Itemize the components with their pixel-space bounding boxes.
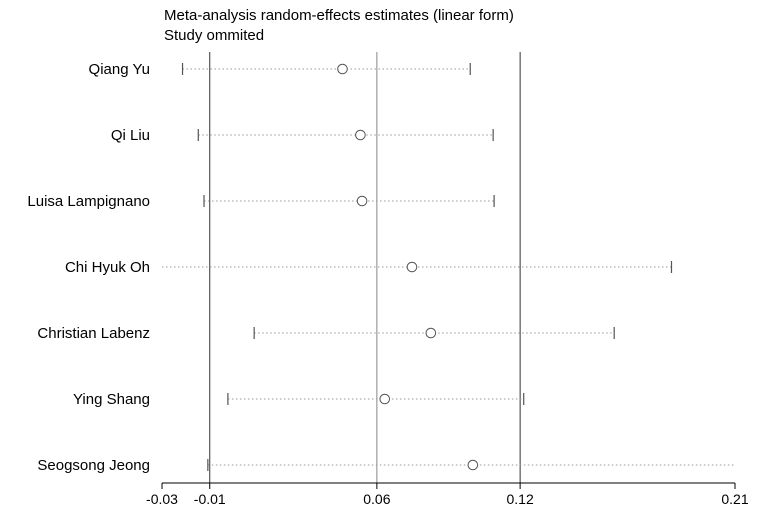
x-tick-label: 0.21: [721, 491, 748, 507]
point-estimate: [379, 393, 391, 405]
chart-title: Meta-analysis random-effects estimates (…: [164, 7, 514, 24]
point-estimate: [356, 195, 368, 207]
x-tick-label: 0.12: [507, 491, 534, 507]
study-label: Luisa Lampignano: [27, 193, 150, 210]
study-label: Qi Liu: [111, 127, 150, 144]
point-estimate: [425, 327, 437, 339]
point-estimate: [406, 261, 418, 273]
x-tick-label: -0.03: [146, 491, 178, 507]
point-estimate: [467, 459, 479, 471]
study-label: Ying Shang: [73, 391, 150, 408]
chart-subtitle: Study ommited: [164, 27, 265, 44]
study-label: Seogsong Jeong: [37, 457, 150, 474]
study-label: Chi Hyuk Oh: [65, 259, 150, 276]
x-tick-label: -0.01: [194, 491, 226, 507]
x-tick-label: 0.06: [363, 491, 390, 507]
study-label: Christian Labenz: [37, 325, 150, 342]
study-label: Qiang Yu: [89, 61, 150, 78]
point-estimate: [337, 63, 348, 75]
point-estimate: [355, 129, 366, 141]
